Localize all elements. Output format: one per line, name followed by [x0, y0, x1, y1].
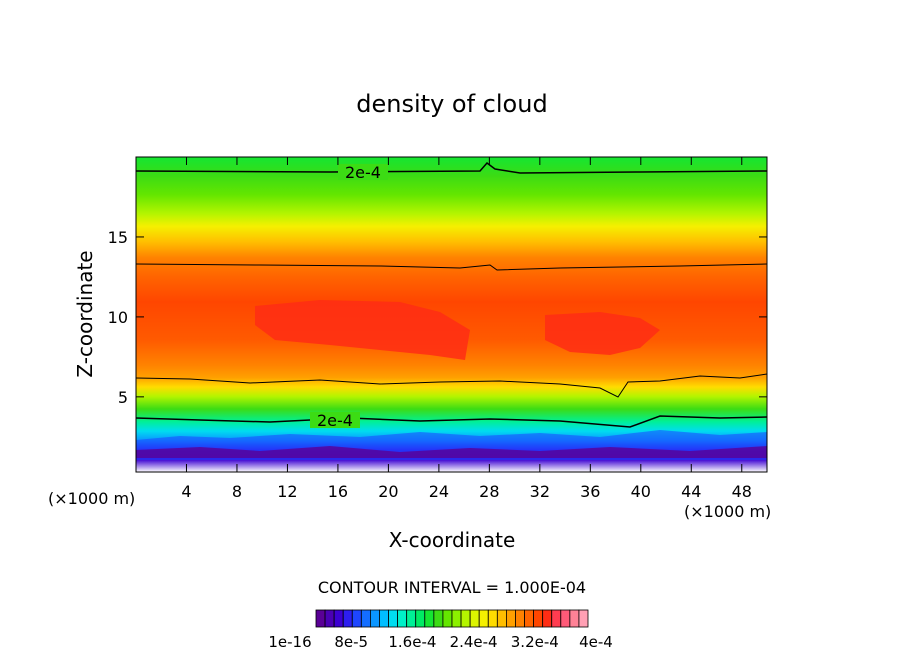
colorbar-swatch: [451, 609, 462, 628]
colorbar-swatch: [469, 609, 480, 628]
colorbar-swatch: [478, 609, 489, 628]
colorbar-swatch: [324, 609, 335, 628]
contour-label-top: 2e-4: [345, 163, 381, 182]
colorbar-swatch: [360, 609, 371, 628]
colorbar-swatch: [569, 609, 580, 628]
x-tick-label: 32: [530, 482, 550, 501]
contour-label-top-bg: [338, 164, 388, 180]
colorbar-swatch: [487, 609, 498, 628]
colorbar-swatch: [433, 609, 444, 628]
colorbar-swatch: [460, 609, 471, 628]
x-axis: 4 8 12 16 20 24 28 32 36 40 44 48: [181, 157, 752, 501]
colorbar-tick-label: 1e-16: [268, 633, 311, 651]
colorbar-swatch: [333, 609, 344, 628]
colorbar-swatch: [542, 609, 553, 628]
colorbar-swatch: [406, 609, 417, 628]
x-axis-label: X-coordinate: [389, 528, 516, 552]
x-unit-right: (×1000 m): [684, 502, 771, 521]
contour-line-bottom: [135, 415, 768, 428]
y-axis-label: Z-coordinate: [73, 250, 97, 377]
x-tick-label: 8: [232, 482, 242, 501]
colorbar-swatch: [379, 609, 389, 628]
colorbar-swatch: [415, 609, 426, 628]
x-tick-label: 4: [181, 482, 191, 501]
colorbar-swatch: [315, 609, 326, 628]
y-axis: 5 10 15: [108, 228, 767, 407]
x-tick-label: 44: [681, 482, 701, 501]
x-tick-label: 28: [479, 482, 499, 501]
colorbar-tick-label: 1.6e-4: [388, 633, 436, 651]
colorbar-tick-label: 3.2e-4: [511, 633, 559, 651]
colorbar-swatch: [551, 609, 562, 628]
y-tick-label: 15: [108, 228, 128, 247]
x-tick-label: 40: [631, 482, 651, 501]
colorbar-swatch: [369, 609, 380, 628]
x-tick-label: 48: [732, 482, 752, 501]
colorbar-swatch: [578, 609, 589, 628]
contour-interval: CONTOUR INTERVAL = 1.000E-04: [318, 578, 586, 597]
colorbar-swatch: [397, 609, 408, 628]
contour-label-bottom-bg: [310, 412, 360, 428]
colorbar-swatch: [533, 609, 544, 628]
x-tick-label: 24: [429, 482, 449, 501]
colorbar-swatch: [515, 609, 525, 628]
plot-frame: [135, 156, 768, 473]
x-tick-label: 20: [378, 482, 398, 501]
colorbar-tick-label: 4e-4: [579, 633, 613, 651]
core-region-left: [255, 300, 470, 360]
colorbar-swatch: [496, 609, 507, 628]
y-tick-label: 5: [118, 388, 128, 407]
colorbar-swatch: [442, 609, 453, 628]
y-tick-label: 10: [108, 308, 128, 327]
colorbar-swatch: [424, 609, 435, 628]
contour-label-bottom: 2e-4: [317, 411, 353, 430]
core-region-right: [545, 312, 660, 355]
contour-line-upper: [135, 263, 768, 271]
x-unit-left: (×1000 m): [48, 489, 135, 508]
bottom-purple-band: [136, 446, 767, 458]
x-tick-label: 12: [277, 482, 297, 501]
x-tick-label: 16: [328, 482, 348, 501]
plot-area: 2e-4 2e-4: [135, 156, 768, 473]
density-field: [136, 157, 767, 472]
contour-line-lower: [135, 373, 768, 398]
chart-title: density of cloud: [356, 90, 547, 118]
colorbar-swatch: [351, 609, 362, 628]
colorbar-tick-labels: 1e-16 8e-5 1.6e-4 2.4e-4 3.2e-4 4e-4: [268, 633, 613, 651]
colorbar-swatch: [505, 609, 516, 628]
colorbar-swatch: [524, 609, 534, 628]
colorbar-tick-label: 8e-5: [334, 633, 368, 651]
x-tick-label: 36: [580, 482, 600, 501]
colorbar-swatch: [560, 609, 571, 628]
colorbar-swatch: [388, 609, 398, 628]
colorbar-swatch: [342, 609, 353, 628]
colorbar-tick-label: 2.4e-4: [450, 633, 498, 651]
colorbar: [315, 609, 589, 628]
